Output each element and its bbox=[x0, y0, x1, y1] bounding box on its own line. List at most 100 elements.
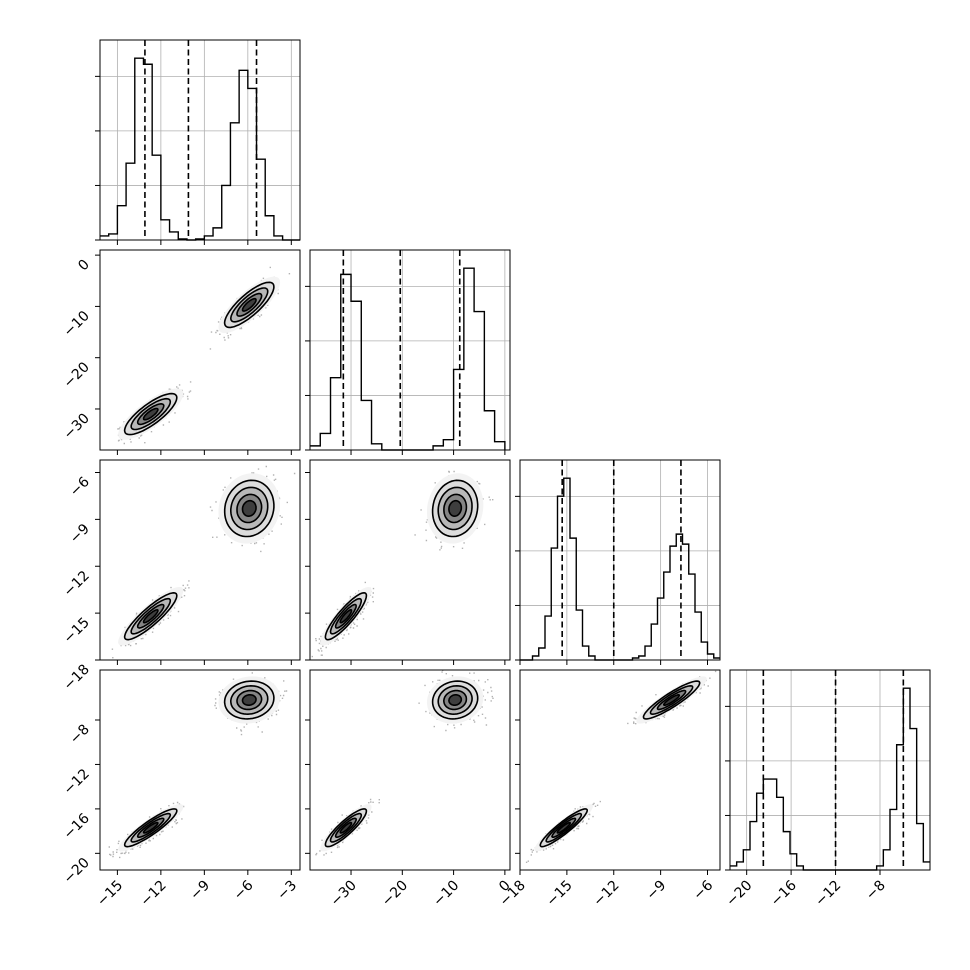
contour-1-0-1-3 bbox=[241, 297, 257, 312]
x-tick-label-3-0: −20 bbox=[723, 878, 755, 910]
scatter-content-2-1 bbox=[311, 470, 494, 658]
histogram-frame-0 bbox=[99, 39, 301, 241]
contour-1-0-1-1 bbox=[229, 287, 269, 323]
scatter-content-3-0 bbox=[108, 672, 288, 859]
scatter-content-3-1 bbox=[315, 670, 494, 856]
contour-2-0-0-1 bbox=[130, 597, 172, 635]
contour-2-1-0-2 bbox=[334, 603, 357, 629]
histogram-panel-1 bbox=[305, 249, 511, 455]
scatter-frame-3-0 bbox=[99, 669, 301, 871]
contour-2-0-0-2 bbox=[136, 603, 165, 629]
x-tick-label-3-3: −8 bbox=[863, 878, 889, 904]
scatter-points-3-2-1 bbox=[627, 670, 717, 725]
x-tick-label-0-2: −9 bbox=[187, 878, 213, 904]
contour-3-2-0-3 bbox=[556, 821, 571, 834]
histogram-steps-1 bbox=[310, 267, 506, 451]
x-tick-label-2-1: −15 bbox=[544, 878, 576, 910]
contour-3-0-1-0 bbox=[223, 680, 275, 720]
contour-3-2-1-0 bbox=[642, 680, 701, 720]
density-fill-1-0-1-4 bbox=[242, 298, 256, 312]
contour-3-1-1-3 bbox=[448, 694, 463, 706]
contour-2-0-1-2 bbox=[236, 493, 263, 524]
scatter-panel-2-1 bbox=[305, 459, 511, 665]
histogram-frame-3 bbox=[729, 669, 931, 871]
x-tick-label-2-2: −12 bbox=[590, 878, 622, 910]
y-tick-label-3-3: −20 bbox=[61, 855, 93, 887]
density-fill-3-0-0-4 bbox=[143, 822, 158, 833]
density-fill-3-1-0-4 bbox=[340, 822, 352, 833]
scatter-panel-1-0 bbox=[95, 249, 301, 455]
y-tick-label-2-3: −15 bbox=[61, 615, 93, 647]
y-tick-label-1-3: −30 bbox=[61, 411, 93, 443]
x-tick-label-1-1: −20 bbox=[379, 878, 411, 910]
contour-3-1-0-3 bbox=[339, 821, 353, 834]
histogram-panel-0 bbox=[95, 39, 301, 245]
contour-3-2-1-2 bbox=[656, 689, 687, 711]
contour-1-0-1-2 bbox=[236, 292, 263, 317]
density-fill-1-0-0-4 bbox=[143, 408, 158, 420]
scatter-frame-3-2 bbox=[519, 669, 721, 871]
histogram-frame-2 bbox=[519, 459, 721, 661]
scatter-content-3-2 bbox=[525, 670, 717, 863]
histogram-frame-1 bbox=[309, 249, 511, 451]
scatter-frame-1-0 bbox=[99, 249, 301, 451]
scatter-content-1-0 bbox=[117, 266, 291, 445]
scatter-points-3-1-1 bbox=[418, 670, 494, 732]
contour-1-0-1-0 bbox=[223, 281, 275, 329]
x-tick-label-0-3: −6 bbox=[231, 877, 257, 903]
density-fill-3-1-1-4 bbox=[448, 694, 462, 706]
histogram-steps-0 bbox=[100, 57, 300, 241]
x-tick-label-0-4: −3 bbox=[274, 878, 300, 904]
density-fill-3-2-0-4 bbox=[557, 822, 571, 833]
contour-3-1-1-2 bbox=[442, 689, 468, 711]
contour-2-0-1-0 bbox=[223, 479, 275, 538]
density-fill-2-1-1-4 bbox=[448, 500, 462, 517]
contour-3-0-0-1 bbox=[130, 812, 172, 843]
contour-3-2-1-3 bbox=[663, 694, 681, 706]
y-tick-label-3-1: −12 bbox=[61, 766, 93, 798]
scatter-frame-3-1 bbox=[309, 669, 511, 871]
x-tick-label-1-0: −30 bbox=[328, 878, 360, 910]
scatter-points-2-1-0 bbox=[311, 581, 375, 658]
density-fill-2-0-1-4 bbox=[242, 500, 256, 517]
y-tick-label-2-4: −18 bbox=[61, 662, 93, 694]
contour-2-1-0-0 bbox=[324, 591, 368, 641]
contour-3-2-1-1 bbox=[649, 684, 694, 716]
contour-3-0-0-0 bbox=[123, 808, 178, 848]
x-tick-label-0-1: −12 bbox=[138, 878, 170, 910]
contour-2-1-1-0 bbox=[431, 479, 479, 538]
contour-3-0-1-3 bbox=[241, 694, 257, 706]
contour-3-1-1-0 bbox=[431, 680, 479, 720]
contour-2-1-1-3 bbox=[448, 499, 463, 517]
y-tick-label-1-1: −10 bbox=[61, 308, 93, 340]
histogram-steps-2 bbox=[520, 477, 720, 661]
contour-2-0-0-3 bbox=[142, 609, 159, 624]
contour-1-0-0-2 bbox=[136, 402, 165, 426]
contour-2-1-1-2 bbox=[443, 493, 468, 524]
density-fill-2-0-0-4 bbox=[143, 609, 158, 623]
x-tick-label-3-1: −16 bbox=[768, 877, 800, 909]
contour-3-0-1-1 bbox=[230, 684, 269, 716]
y-tick-label-3-0: −8 bbox=[67, 722, 93, 748]
contour-3-1-1-1 bbox=[437, 684, 473, 716]
x-tick-label-3-2: −12 bbox=[812, 878, 844, 910]
contour-3-2-0-0 bbox=[539, 808, 588, 848]
scatter-panel-2-0 bbox=[95, 459, 301, 665]
contour-2-0-1-1 bbox=[230, 486, 269, 531]
contour-2-1-0-1 bbox=[329, 597, 363, 635]
contour-3-2-0-1 bbox=[545, 812, 583, 843]
scatter-panel-3-1 bbox=[305, 669, 511, 875]
contour-3-2-0-2 bbox=[551, 817, 577, 838]
scatter-points-3-0-0 bbox=[108, 801, 185, 859]
histogram-panel-2 bbox=[515, 459, 721, 665]
x-tick-label-1-2: −10 bbox=[430, 878, 462, 910]
scatter-panel-3-0 bbox=[95, 669, 301, 875]
x-tick-label-2-3: −9 bbox=[644, 878, 670, 904]
contour-2-1-0-3 bbox=[339, 609, 353, 624]
y-tick-label-2-0: −6 bbox=[67, 474, 93, 500]
contour-3-0-0-2 bbox=[136, 817, 165, 838]
contour-3-1-0-0 bbox=[324, 808, 368, 848]
contour-3-1-0-2 bbox=[334, 817, 358, 838]
y-tick-label-1-2: −20 bbox=[61, 359, 93, 391]
